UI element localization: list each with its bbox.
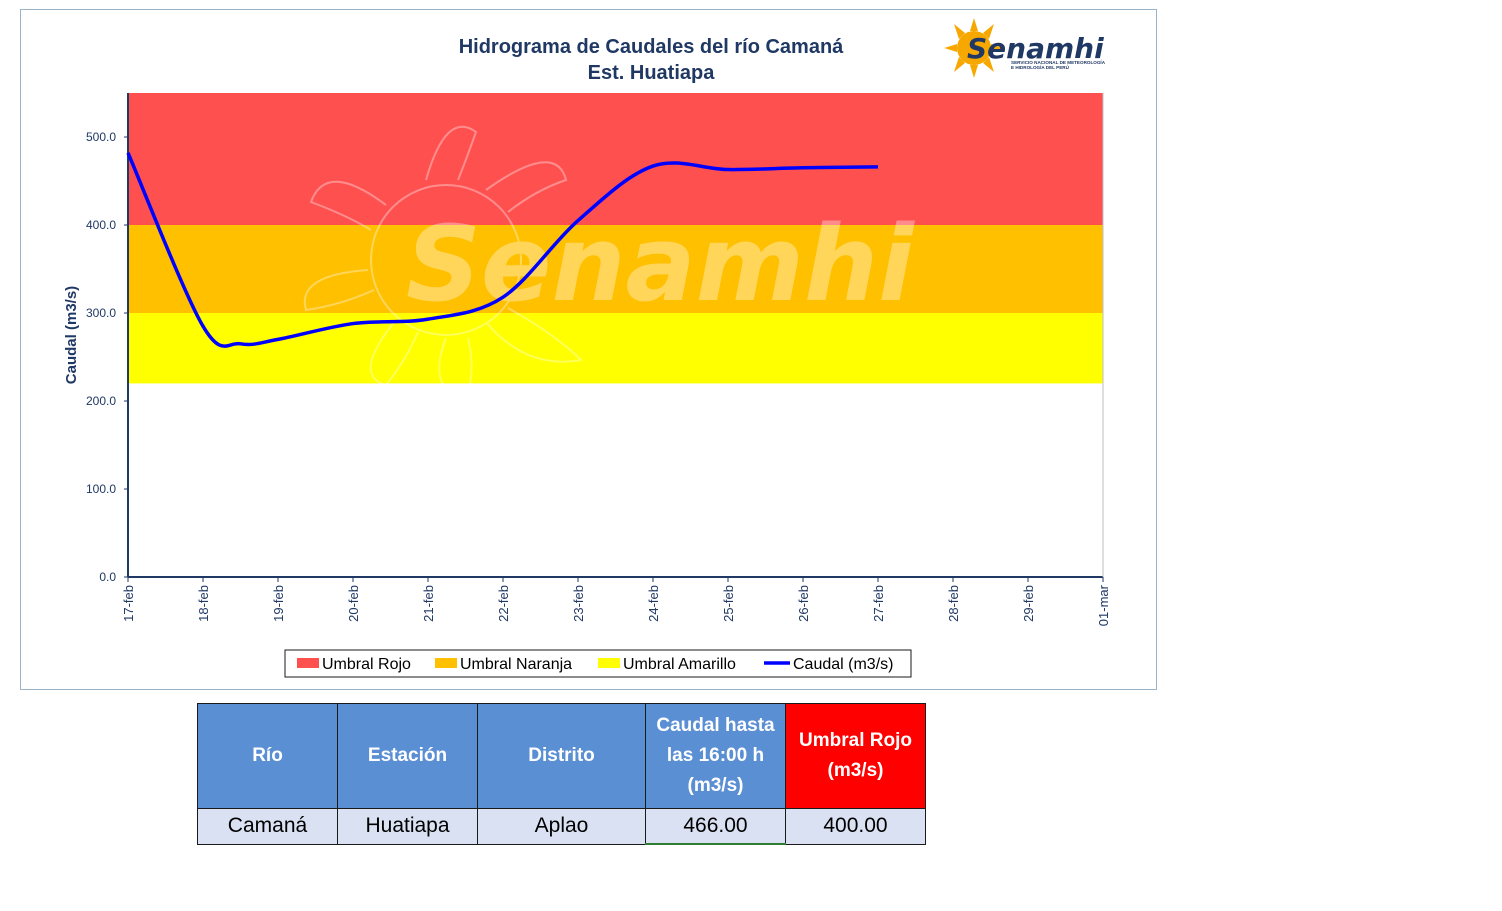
x-tick-label: 19-feb <box>271 585 286 622</box>
cell-rio: Camaná <box>197 808 338 845</box>
watermark-sun-icon <box>303 125 584 402</box>
sun-icon <box>944 18 1004 78</box>
x-tick-label: 25-feb <box>721 585 736 622</box>
chart-title-line2: Est. Huatiapa <box>588 62 716 84</box>
cell-caudal: 466.00 <box>645 808 786 845</box>
header-distrito: Distrito <box>477 703 646 809</box>
x-tick-label: 17-feb <box>121 585 136 622</box>
summary-table: Río Estación Distrito Caudal hasta las 1… <box>197 703 926 845</box>
legend-swatch <box>435 658 457 668</box>
y-axis-label: Caudal (m3/s) <box>63 286 80 384</box>
header-caudal-line2: las 16:00 h <box>666 745 765 766</box>
header-caudal-line1: Caudal hasta <box>656 715 775 736</box>
cell-estacion: Huatiapa <box>337 808 478 845</box>
legend-label: Umbral Rojo <box>322 656 411 673</box>
header-umbral-line1: Umbral Rojo <box>799 730 912 751</box>
header-umbral-rojo: Umbral Rojo (m3/s) <box>785 703 926 809</box>
cell-umbral-rojo: 400.00 <box>785 808 926 845</box>
x-tick-label: 18-feb <box>196 585 211 622</box>
y-axis-ticks: 0.0 100.0 200.0 300.0 400.0 500.0 <box>86 130 128 584</box>
threshold-bands <box>128 93 1103 384</box>
x-tick-label: 26-feb <box>796 585 811 622</box>
senamhi-logo: Senamhi SERVICIO NACIONAL DE METEOROLOGÍ… <box>944 18 1106 78</box>
logo-subtitle-2: E HIDROLOGÍA DEL PERÚ <box>1011 63 1070 70</box>
x-tick-label: 23-feb <box>571 585 586 622</box>
x-tick-label: 29-feb <box>1021 585 1036 622</box>
legend-label: Caudal (m3/s) <box>793 656 893 673</box>
header-estacion: Estación <box>337 703 478 809</box>
x-axis-ticks: 17-feb 18-feb 19-feb 20-feb 21-feb 22-feb 23-f… <box>121 577 1111 626</box>
legend-label: Umbral Naranja <box>460 656 572 673</box>
threshold-band-umbral-amarillo <box>128 313 1103 384</box>
logo-wordmark: Senamhi <box>967 32 1104 65</box>
hydrograph-chart: Hidrograma de Caudales del río Camaná Es… <box>63 18 1111 678</box>
legend-swatch <box>297 658 319 668</box>
cell-distrito: Aplao <box>477 808 646 845</box>
header-caudal-line3: (m3/s) <box>687 775 744 796</box>
y-tick-label: 200.0 <box>86 394 116 408</box>
legend-swatch <box>598 658 620 668</box>
x-tick-label: 01-mar <box>1096 584 1111 626</box>
header-caudal: Caudal hasta las 16:00 h (m3/s) <box>645 703 786 809</box>
threshold-band-umbral-naranja <box>128 225 1103 313</box>
legend-label: Umbral Amarillo <box>623 656 736 673</box>
x-tick-label: 27-feb <box>871 585 886 622</box>
x-tick-label: 28-feb <box>946 585 961 622</box>
series-layer <box>126 152 879 348</box>
threshold-band-umbral-rojo <box>128 93 1103 225</box>
table-header-row: Río Estación Distrito Caudal hasta las 1… <box>197 703 926 809</box>
y-tick-label: 300.0 <box>86 306 116 320</box>
chart-container: Hidrograma de Caudales del río Camaná Es… <box>20 9 1157 690</box>
x-tick-label: 21-feb <box>421 585 436 622</box>
legend: Umbral Rojo Umbral Naranja Umbral Amarillo… <box>284 649 912 678</box>
y-tick-label: 100.0 <box>86 482 116 496</box>
y-tick-label: 0.0 <box>99 570 116 584</box>
x-tick-label: 22-feb <box>496 585 511 622</box>
y-tick-label: 400.0 <box>86 218 116 232</box>
header-umbral-line2: (m3/s) <box>827 760 884 781</box>
axes <box>127 93 1104 578</box>
y-tick-label: 500.0 <box>86 130 116 144</box>
header-rio: Río <box>197 703 338 809</box>
chart-title-line1: Hidrograma de Caudales del río Camaná <box>459 36 844 58</box>
logo-subtitle-1: SERVICIO NACIONAL DE METEOROLOGÍA <box>1011 58 1106 65</box>
x-tick-label: 24-feb <box>646 585 661 622</box>
x-tick-label: 20-feb <box>346 585 361 622</box>
table-row: Camaná Huatiapa Aplao 466.00 400.00 <box>197 808 926 845</box>
